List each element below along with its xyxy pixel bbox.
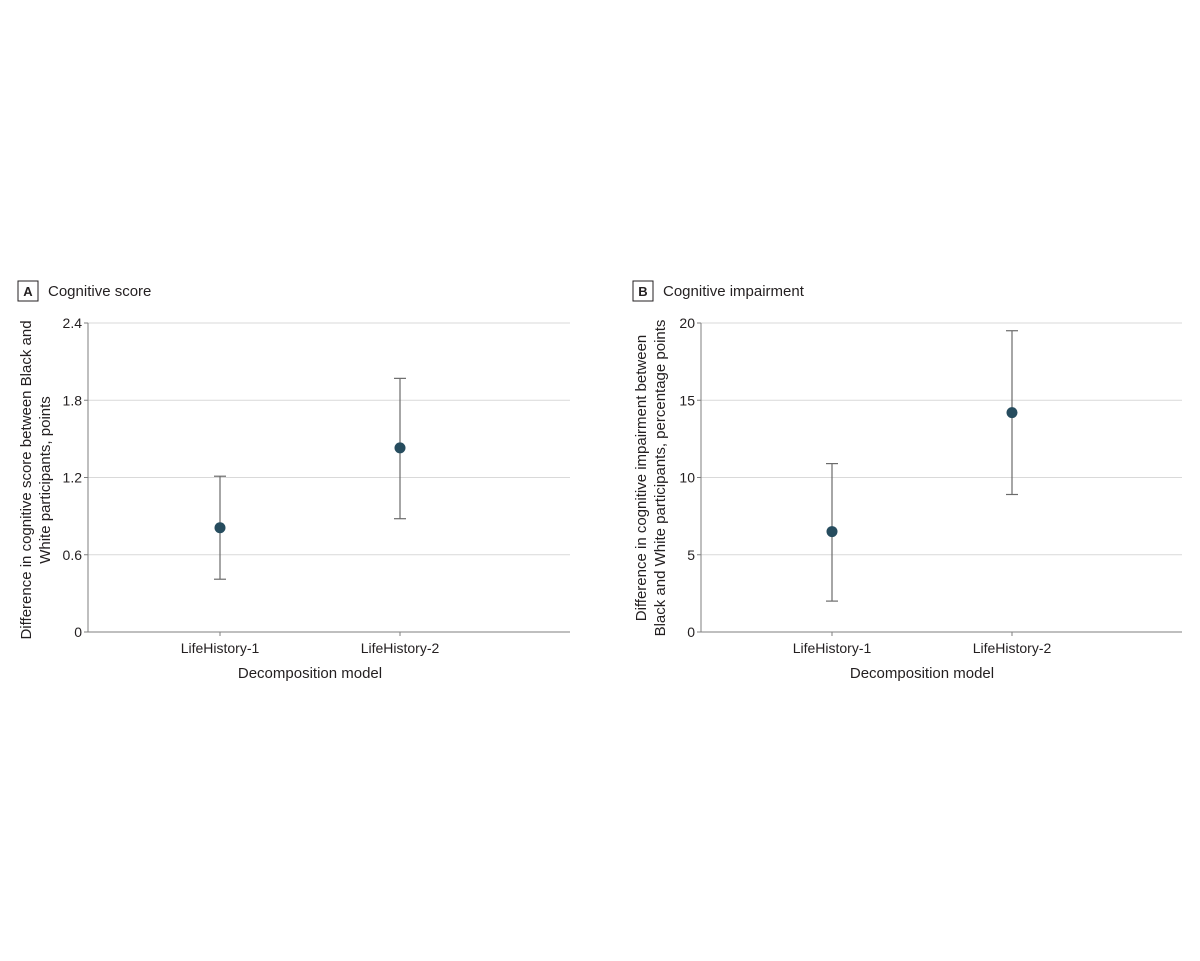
panel-b-ylabel-line-2: Black and White participants, percentage… (652, 320, 669, 637)
panel-b-ylabel-line-1: Difference in cognitive impairment betwe… (633, 335, 650, 622)
panel-b-xtick-label: LifeHistory-2 (973, 640, 1052, 656)
panel-b-title: Cognitive impairment (663, 283, 805, 300)
panel-a-ylabel-line-2: White participants, points (37, 396, 54, 564)
panel-a-letter-box (17, 280, 39, 302)
panel-a-xlabel: Decomposition model (238, 665, 382, 682)
panel-b-ytick-label: 15 (679, 392, 695, 408)
panel-b-ytick-label: 10 (679, 470, 695, 486)
panel-b-ytick-label: 20 (679, 315, 695, 331)
panel-a-ytick-label: 2.4 (63, 315, 83, 331)
panel-b-xlabel: Decomposition model (850, 665, 994, 682)
panel-a-xtick-label: LifeHistory-1 (181, 640, 260, 656)
panel-b: B Cognitive impairment Difference in cog… (632, 280, 1182, 682)
panel-b-xtick-label: LifeHistory-1 (793, 640, 872, 656)
panel-b-data-point (1006, 407, 1018, 419)
panel-a-ytick-label: 0.6 (63, 547, 83, 563)
panel-a-ytick-label: 1.2 (63, 470, 83, 486)
panel-a-ytick-label: 1.8 (63, 392, 83, 408)
panel-b-data-point (826, 526, 838, 538)
panel-a-plot: 0 0.6 1.2 1.8 2.4 LifeHistory-1 LifeHistory-2 (63, 315, 570, 656)
panel-b-letter-box (632, 280, 654, 302)
panel-a-ytick-label: 0 (74, 624, 82, 640)
panel-b-ytick-label: 0 (687, 624, 695, 640)
panel-a: A Cognitive score Difference in cognitiv… (17, 280, 570, 682)
panel-a-data-point (214, 522, 226, 534)
panel-b-ytick-label: 5 (687, 547, 695, 563)
panel-a-ylabel-line-1: Difference in cognitive score between Bl… (18, 320, 35, 639)
panel-a-title: Cognitive score (48, 283, 151, 300)
panel-b-plot: 0 5 10 15 20 LifeHistory-1 LifeHistory-2 (679, 315, 1182, 656)
panel-a-xtick-label: LifeHistory-2 (361, 640, 440, 656)
panel-b-letter: B (638, 284, 647, 299)
panel-a-letter: A (23, 284, 33, 299)
panel-a-data-point (394, 442, 406, 454)
